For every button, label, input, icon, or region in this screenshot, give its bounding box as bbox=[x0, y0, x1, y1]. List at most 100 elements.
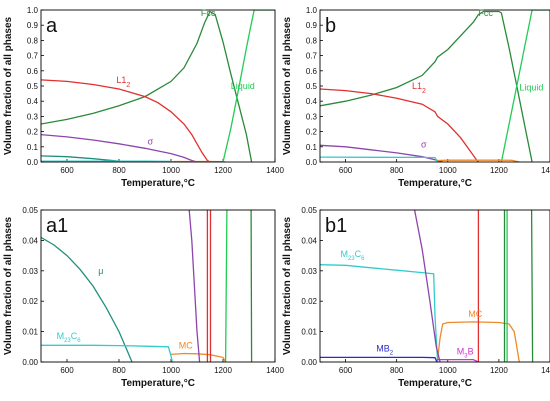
y-tick-label: 0.7 bbox=[306, 52, 318, 61]
series-label: σ bbox=[148, 137, 154, 147]
series-group bbox=[41, 210, 253, 362]
series-line- bbox=[41, 133, 198, 162]
series-line-liquid bbox=[500, 10, 550, 162]
series-line-phase4 bbox=[320, 156, 439, 162]
x-tick-label: 1200 bbox=[214, 366, 232, 375]
y-tick-label: 0.9 bbox=[27, 21, 39, 30]
panel-b1: 0.00 0.01 0.02 0.03 0.04 0.05 600 800 1000 1200 14… bbox=[282, 206, 550, 389]
y-axis-label: Volume fraction of all phases bbox=[282, 216, 293, 355]
x-tick-label: 600 bbox=[60, 166, 74, 175]
y-tick-label: 0.02 bbox=[22, 297, 38, 306]
x-tick-label: 800 bbox=[390, 166, 404, 175]
series-label: M23C6 bbox=[340, 249, 365, 262]
series-label: μ bbox=[98, 266, 103, 276]
y-tick-label: 0.1 bbox=[27, 143, 39, 152]
y-tick-label: 0.4 bbox=[306, 97, 318, 106]
series-line-liquid bbox=[222, 10, 275, 162]
series-line-phase7 bbox=[250, 210, 253, 362]
y-tick-label: 0.0 bbox=[306, 158, 318, 167]
plot-frame bbox=[40, 209, 276, 363]
y-tick-label: 0.6 bbox=[27, 67, 39, 76]
series-label: M3B bbox=[457, 346, 474, 359]
panel-label: b bbox=[325, 15, 336, 37]
series-line-mb2 bbox=[320, 356, 438, 362]
x-tick-label: 600 bbox=[339, 366, 353, 375]
series-group bbox=[320, 210, 534, 362]
series-label: MC bbox=[179, 340, 193, 350]
x-tick-label: 1200 bbox=[214, 166, 232, 175]
series-line-fcc bbox=[41, 10, 253, 162]
y-tick-label: 0.2 bbox=[27, 128, 39, 137]
series-line-m3b bbox=[437, 358, 479, 362]
x-tick-label: 800 bbox=[112, 166, 126, 175]
plot-frame bbox=[40, 9, 276, 163]
y-tick-label: 0.3 bbox=[27, 112, 39, 121]
x-axis-label: Temperature,°C bbox=[398, 378, 472, 389]
series-label: Liquid bbox=[231, 81, 255, 91]
series-line-phase3 bbox=[188, 210, 201, 362]
x-tick-label: 1200 bbox=[490, 366, 508, 375]
series-line-mc bbox=[436, 321, 520, 362]
y-tick-label: 0.9 bbox=[306, 21, 318, 30]
series-line-phase8 bbox=[530, 210, 534, 362]
series-label: Fcc bbox=[478, 8, 493, 18]
series-line- bbox=[41, 236, 133, 362]
y-axis-label: Volume fraction of all phases bbox=[3, 216, 14, 355]
x-axis-label: Temperature,°C bbox=[398, 178, 472, 189]
x-tick-label: 1400 bbox=[541, 166, 550, 175]
plot-frame bbox=[319, 209, 550, 363]
y-tick-label: 0.03 bbox=[301, 267, 317, 276]
panel-label: a1 bbox=[46, 215, 68, 237]
x-tick-label: 800 bbox=[112, 366, 126, 375]
y-tick-label: 0.8 bbox=[306, 36, 318, 45]
y-tick-label: 0.2 bbox=[306, 128, 318, 137]
series-line-l12 bbox=[320, 88, 479, 162]
x-tick-label: 800 bbox=[390, 366, 404, 375]
y-tick-label: 0.02 bbox=[301, 297, 317, 306]
panel-label: a bbox=[46, 15, 58, 37]
y-tick-label: 0.05 bbox=[301, 206, 317, 215]
series-line-m23c6 bbox=[41, 344, 173, 362]
y-tick-label: 0.4 bbox=[27, 97, 39, 106]
series-line-phase4 bbox=[413, 210, 441, 362]
x-tick-label: 1000 bbox=[439, 166, 457, 175]
series-line-m23c6 bbox=[320, 264, 439, 362]
x-tick-label: 600 bbox=[339, 166, 353, 175]
panel-label: b1 bbox=[325, 215, 347, 237]
y-tick-label: 0.05 bbox=[22, 206, 38, 215]
plot-frame bbox=[319, 9, 550, 163]
y-tick-label: 0.7 bbox=[27, 52, 39, 61]
y-tick-label: 0.5 bbox=[27, 82, 39, 91]
series-group bbox=[320, 10, 550, 162]
y-tick-label: 0.04 bbox=[22, 236, 38, 245]
y-tick-label: 0.8 bbox=[27, 36, 39, 45]
x-tick-label: 1000 bbox=[162, 366, 180, 375]
series-label: M23C6 bbox=[57, 331, 82, 344]
panel-a: 0.0 0.1 0.2 0.3 0.4 0.5 0.6 0.7 0.8 0.9 1.0 600 800 1… bbox=[3, 6, 284, 189]
x-axis-label: Temperature,°C bbox=[121, 378, 195, 389]
panel-a1: 0.00 0.01 0.02 0.03 0.04 0.05 600 800 1000 1200 14… bbox=[3, 206, 284, 389]
series-line-fcc bbox=[320, 10, 533, 162]
series-line-mc bbox=[170, 352, 227, 362]
panel-b: 0.0 0.1 0.2 0.3 0.4 0.5 0.6 0.7 0.8 0.9 1.0 600 800 1… bbox=[282, 6, 550, 189]
series-label: MC bbox=[468, 309, 482, 319]
y-tick-label: 0.01 bbox=[301, 328, 317, 337]
x-tick-label: 1400 bbox=[266, 166, 284, 175]
series-label: L12 bbox=[116, 75, 130, 89]
x-axis-label: Temperature,°C bbox=[121, 178, 195, 189]
y-tick-label: 0.1 bbox=[306, 143, 318, 152]
series-label: Liquid bbox=[519, 83, 543, 93]
y-tick-label: 0.00 bbox=[22, 358, 38, 367]
y-tick-label: 0.00 bbox=[301, 358, 317, 367]
y-tick-label: 0.04 bbox=[301, 236, 317, 245]
y-axis-label: Volume fraction of all phases bbox=[282, 16, 293, 155]
y-axis-label: Volume fraction of all phases bbox=[3, 16, 14, 155]
series-label: L12 bbox=[412, 81, 426, 95]
series-line- bbox=[320, 144, 443, 162]
series-line-phase6 bbox=[224, 210, 228, 362]
y-tick-label: 1.0 bbox=[306, 6, 318, 15]
y-tick-label: 0.0 bbox=[27, 158, 39, 167]
y-tick-label: 0.01 bbox=[22, 328, 38, 337]
y-tick-label: 0.6 bbox=[306, 67, 318, 76]
